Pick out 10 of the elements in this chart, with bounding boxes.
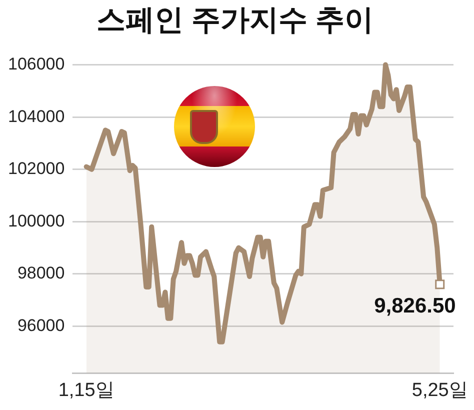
y-tick-label: 102000 bbox=[8, 159, 65, 178]
y-tick-label: 96000 bbox=[17, 316, 65, 335]
chart-title: 스페인 주가지수 추이 bbox=[96, 4, 374, 36]
y-tick-label: 100000 bbox=[8, 211, 65, 230]
x-tick-label: 1,15일 bbox=[58, 380, 114, 401]
x-tick-label: 5,25일 bbox=[412, 380, 468, 401]
y-tick-label: 104000 bbox=[8, 106, 65, 126]
y-tick-label: 98000 bbox=[17, 264, 65, 283]
annotation: 9,826.50 bbox=[374, 294, 456, 318]
y-tick-label: 106000 bbox=[8, 54, 65, 74]
